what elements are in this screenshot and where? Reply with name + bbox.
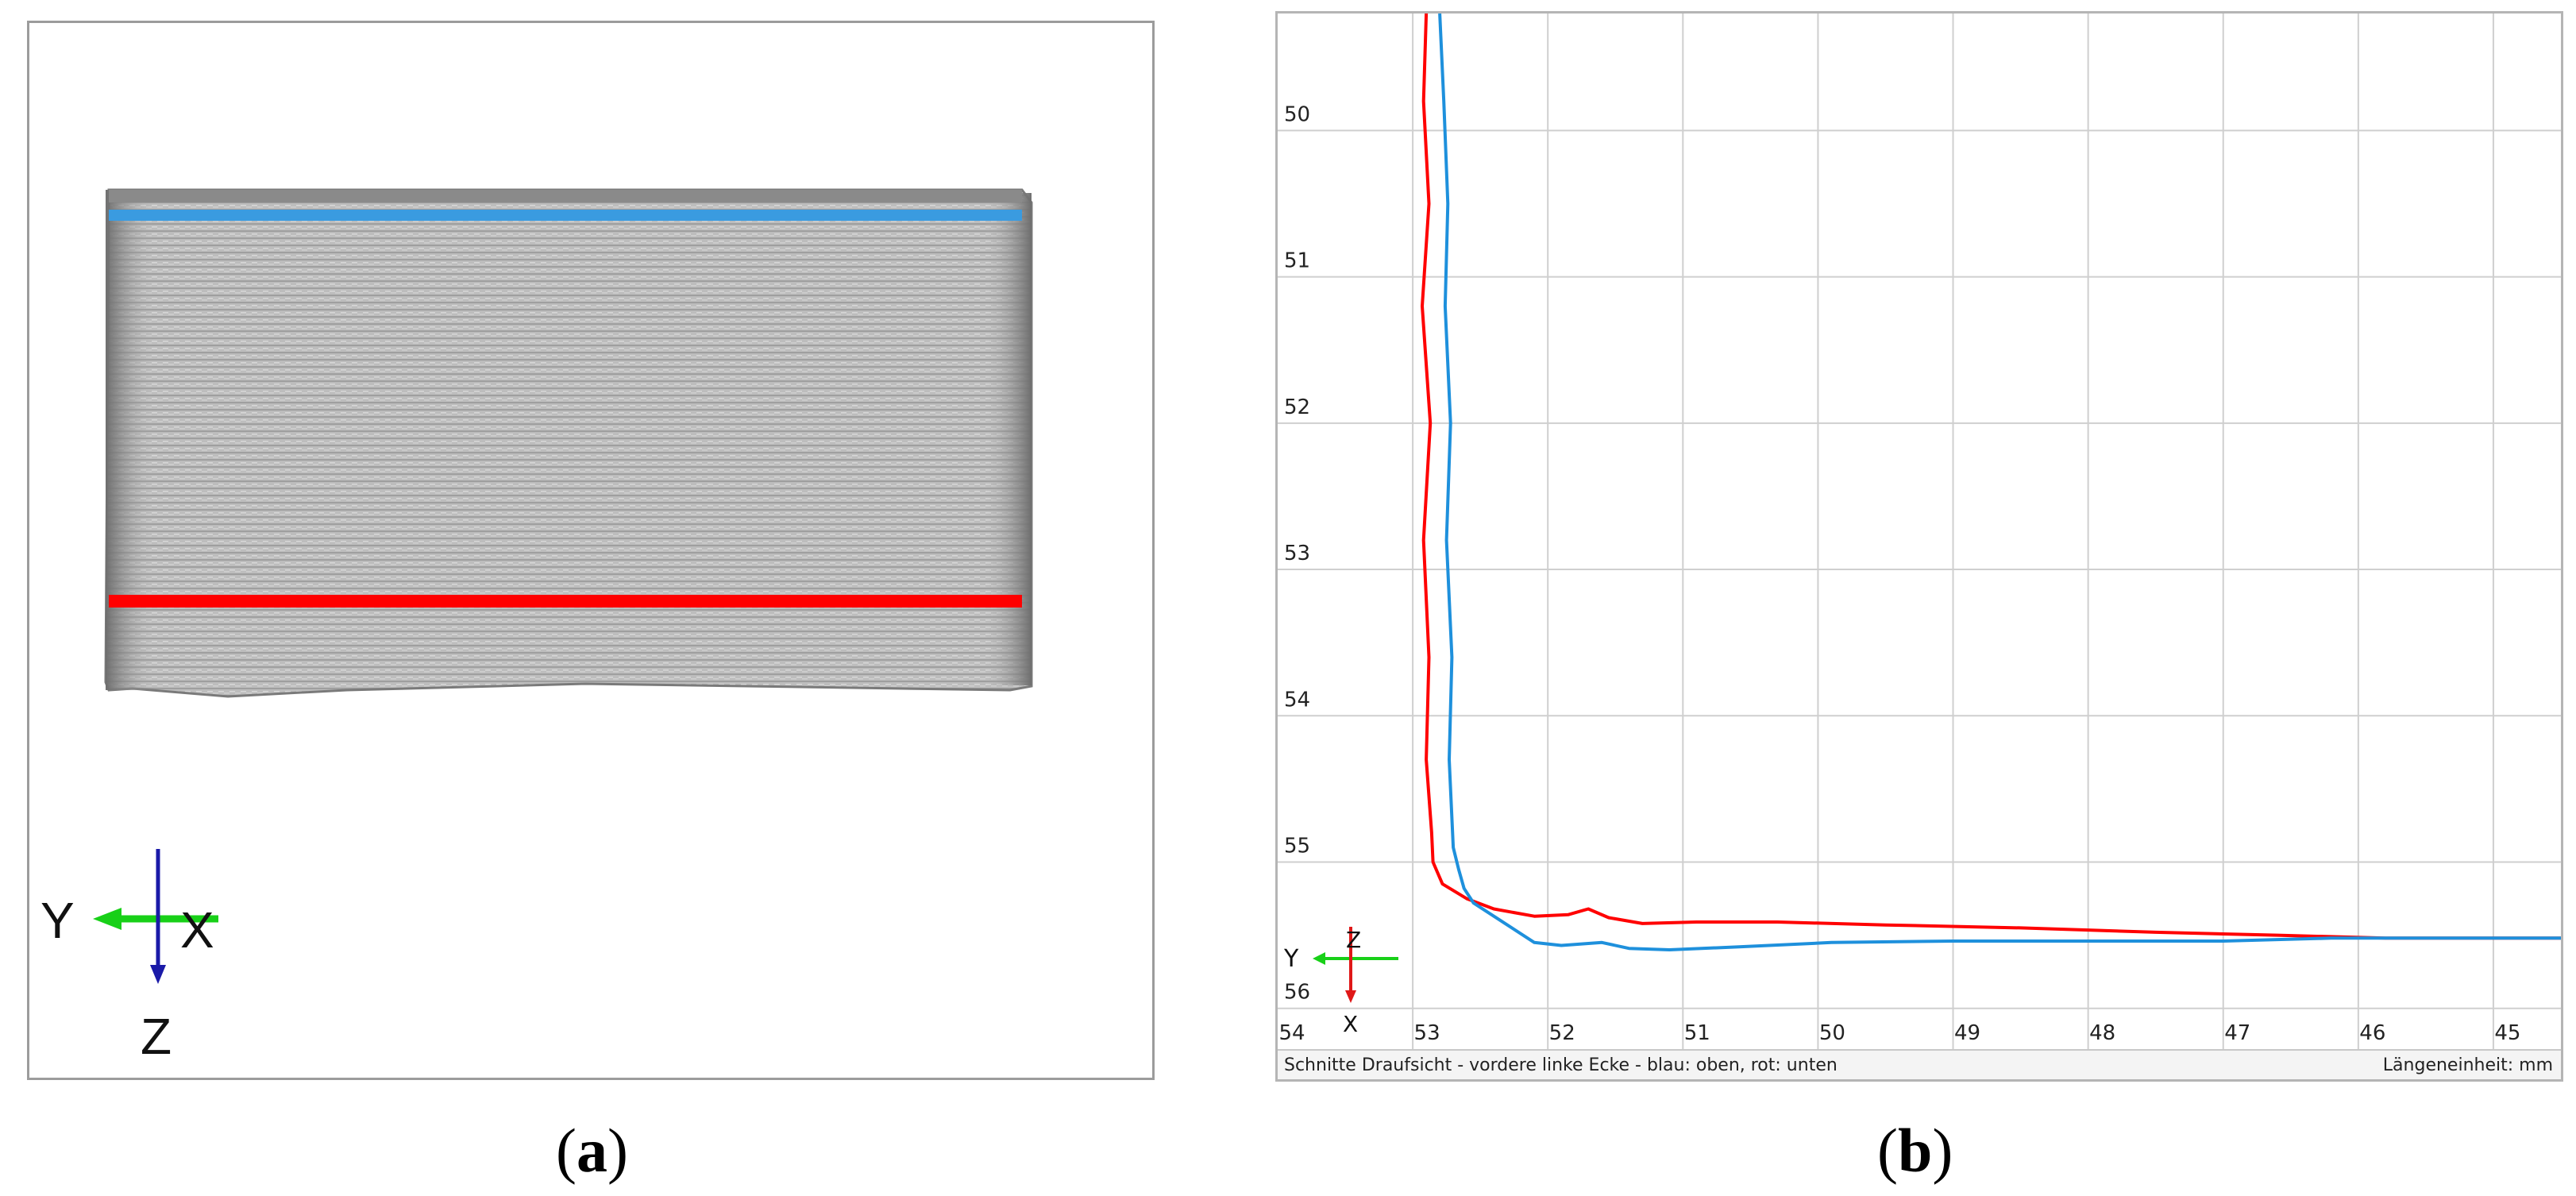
- scanned-block-render: [93, 188, 1033, 984]
- y-axis-arrow-head: [93, 908, 121, 930]
- section-chart: 54 53 52 51 50 49 48 47 46 45 50 51 52 53 54 55 56 Y Z X: [1278, 14, 2561, 1052]
- x-tick-label: 48: [2089, 1021, 2115, 1045]
- y-tick-label: 53: [1284, 542, 1310, 565]
- z-axis-arrow-head: [150, 965, 166, 984]
- z-axis-label: Z: [141, 1008, 172, 1065]
- y-axis-label: Y: [40, 892, 75, 949]
- block-surface: [104, 188, 1033, 698]
- caption-a: (a): [556, 1116, 628, 1185]
- status-bar: Schnitte Draufsicht - vordere linke Ecke…: [1278, 1049, 2561, 1079]
- x-tick-label: 49: [1954, 1021, 1980, 1045]
- scan-view-panel: Y X Z: [27, 21, 1155, 1080]
- y-tick-label: 50: [1284, 102, 1310, 126]
- triad-y-arrow-head: [1313, 952, 1325, 965]
- length-unit-label: Längeneinheit: mm: [2382, 1055, 2553, 1075]
- triad-y-label: Y: [1283, 945, 1299, 973]
- x-tick-label: 47: [2224, 1021, 2250, 1045]
- triad-x-arrow-head: [1345, 990, 1356, 1003]
- y-tick-label: 51: [1284, 249, 1310, 273]
- block-top-edge: [109, 190, 1022, 203]
- x-axis-label: X: [180, 901, 214, 959]
- x-tick-label: 45: [2494, 1021, 2520, 1045]
- top-section-curve: [1438, 14, 2561, 951]
- x-tick-label: 52: [1549, 1021, 1575, 1045]
- y-tick-label: 54: [1284, 688, 1310, 712]
- x-tick-label: 54: [1278, 1021, 1305, 1045]
- status-description: Schnitte Draufsicht - vordere linke Ecke…: [1284, 1055, 1838, 1075]
- y-tick-label: 55: [1284, 835, 1310, 858]
- x-tick-label: 50: [1819, 1021, 1845, 1045]
- x-tick-label: 53: [1414, 1021, 1440, 1045]
- triad-z-label: Z: [1346, 927, 1361, 953]
- block-left-edge-shading: [106, 190, 153, 690]
- x-tick-label: 51: [1684, 1021, 1710, 1045]
- y-tick-label: 56: [1284, 981, 1310, 1005]
- y-tick-label: 52: [1284, 395, 1310, 419]
- block-right-edge-shading: [985, 193, 1032, 685]
- x-tick-label: 46: [2359, 1021, 2385, 1045]
- triad-x-label: X: [1343, 1011, 1358, 1037]
- caption-b: (b): [1877, 1116, 1953, 1185]
- section-plot-window: 54 53 52 51 50 49 48 47 46 45 50 51 52 53 54 55 56 Y Z X Sc…: [1275, 11, 2563, 1082]
- bottom-section-curve: [1421, 14, 2561, 940]
